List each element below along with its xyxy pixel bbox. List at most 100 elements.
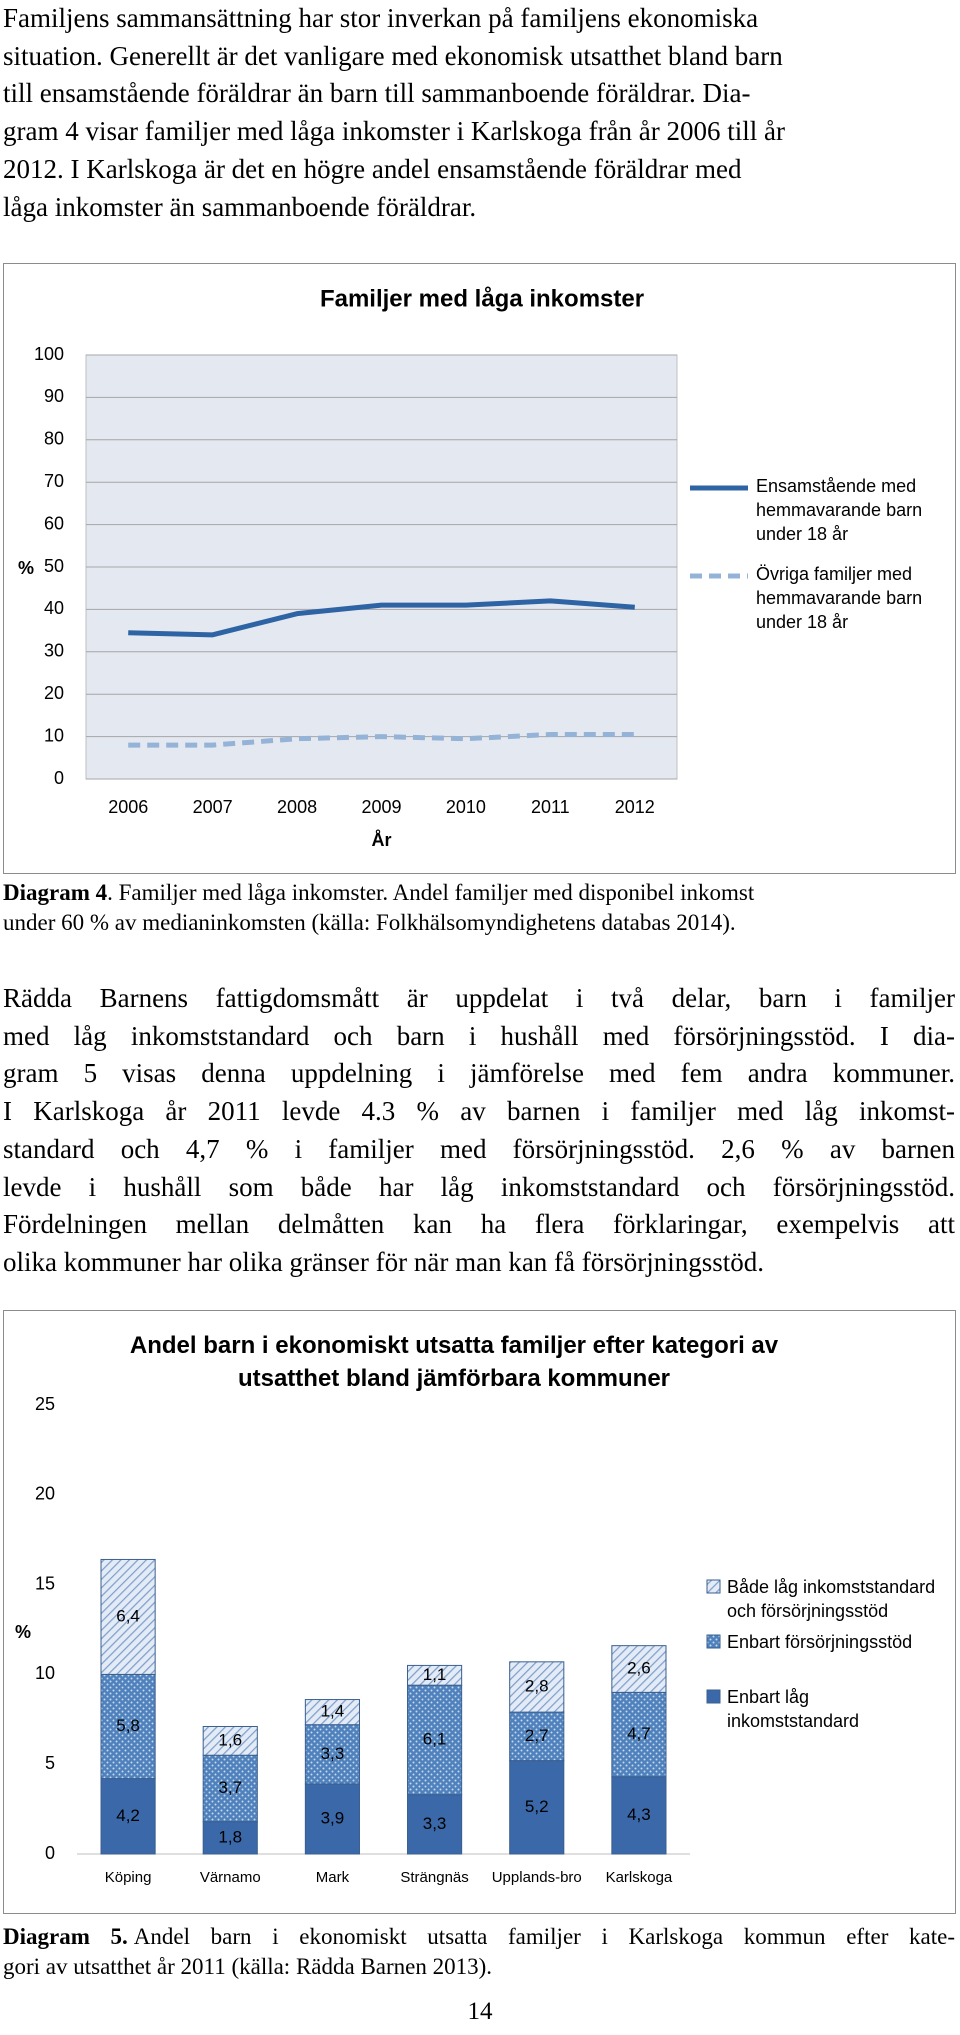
text-line: Familjens sammansättning har stor inverk…	[3, 3, 759, 33]
bar-segment	[509, 1661, 565, 1713]
y-tick-label: 0	[45, 1843, 55, 1863]
bar-segment	[304, 1724, 360, 1785]
x-tick-label: 2010	[446, 797, 486, 817]
chart-svg: Familjer med låga inkomster 0 10 20 30 40 50 60…	[18, 285, 748, 850]
bar-segment	[611, 1776, 667, 1855]
legend-swatch	[706, 1634, 721, 1649]
data-label: 3,9	[321, 1808, 345, 1827]
caption-line: Diagram 4. Familjer med låga inkomster. …	[3, 878, 955, 908]
bar-segment	[509, 1711, 565, 1762]
chart: 0 5 10 15 20 25% 4,2 1,8 3,9 3,3 5,2 4,3 5,8 3,7 3,3 6,…	[3, 1310, 956, 1914]
y-tick-label: 5	[45, 1753, 55, 1773]
y-tick-label: 80	[44, 429, 64, 449]
x-tick-label: 2007	[193, 797, 233, 817]
y-axis-label: %	[18, 558, 34, 578]
bar-segment	[100, 1673, 156, 1780]
x-tick-label: 2011	[531, 797, 570, 817]
caption-line: Diagram 5. Andel barn i ekonomiskt utsatt…	[3, 1922, 955, 1952]
bar-segment	[611, 1645, 667, 1693]
data-label: 3,3	[321, 1744, 345, 1763]
y-tick-label: 70	[44, 471, 64, 491]
data-label: 1,8	[218, 1827, 242, 1846]
legend-label: Övriga familjer med hemmavarande barn un…	[756, 564, 923, 632]
data-label: 1,4	[321, 1702, 345, 1721]
text-line: till ensamstående föräldrar än barn till…	[3, 78, 751, 109]
data-label: 2,6	[627, 1658, 651, 1677]
chart: Familjer med låga inkomster 0 10 20 30 40 50 60…	[3, 263, 956, 874]
bar-segment	[407, 1664, 463, 1686]
bar-segment	[407, 1794, 463, 1855]
text-line: levde i hushåll som både har låg inkomst…	[3, 1171, 955, 1202]
text-line: Rädda Barnens fattigdomsmått är uppdelat…	[3, 983, 955, 1013]
legend-label: Enbart låg inkomststandard	[727, 1687, 860, 1731]
y-tick-label: 20	[35, 1484, 55, 1504]
chart-title: Andel barn i ekonomiskt utsatta familjer…	[129, 1332, 779, 1392]
text-line: 2012. I Karlskoga är det en högre andel …	[3, 153, 742, 184]
caption: Diagram 4. Familjer med låga inkomster. …	[3, 878, 955, 938]
x-tick-label: Köping	[105, 1869, 152, 1886]
bar-segment	[202, 1725, 258, 1756]
text-line: situation. Generellt är det vanligare me…	[3, 40, 783, 71]
x-tick-label: 2012	[615, 797, 655, 817]
y-tick-label: 0	[54, 768, 64, 788]
data-label: 1,1	[423, 1665, 447, 1684]
x-tick-label: 2009	[361, 797, 401, 817]
y-tick-label: 10	[35, 1663, 55, 1683]
y-tick-label: 20	[44, 683, 64, 703]
bar-segment	[100, 1558, 156, 1675]
caption-text: Andel barn i ekonomiskt utsatta familjer…	[133, 1924, 955, 1949]
text-line: olika kommuner har olika gränser för när…	[3, 1246, 765, 1277]
data-label: 3,7	[218, 1778, 242, 1797]
text-line: gram 5 visas denna uppdelning i jämförel…	[3, 1058, 955, 1089]
y-tick-label: 30	[44, 641, 64, 661]
x-tick-label: Upplands-bro	[492, 1869, 582, 1886]
chart-svg: 0 5 10 15 20 25% 4,2 1,8 3,9 3,3 5,2 4,3 5,8 3,7 3,3 6,…	[15, 1394, 721, 1886]
legend-swatch	[706, 1689, 721, 1704]
x-tick-label: Värnamo	[200, 1869, 261, 1886]
y-tick-label: 100	[34, 344, 64, 364]
paragraph: Rädda Barnens fattigdomsmått är uppdelat…	[3, 980, 955, 1282]
y-tick-label: 50	[44, 556, 64, 576]
x-tick-label: Mark	[316, 1869, 350, 1886]
caption-label: Diagram 4	[3, 880, 108, 905]
bar-segment	[611, 1691, 667, 1778]
caption-line: under 60 % av medianinkomsten (källa: Fo…	[3, 908, 955, 938]
data-label: 5,2	[525, 1797, 549, 1816]
data-label: 6,4	[116, 1606, 140, 1625]
y-tick-label: 90	[44, 386, 64, 406]
data-label: 2,8	[525, 1676, 549, 1695]
text-line: låga inkomster än sammanboende föräldrar…	[3, 191, 477, 222]
paragraph: Familjens sammansättning har stor inverk…	[3, 0, 955, 226]
text-line: Fördelningen mellan delmåtten kan ha fle…	[3, 1209, 955, 1240]
y-tick-label: 40	[44, 598, 64, 618]
caption-text: under 60 % av medianinkomsten (källa: Fo…	[3, 910, 736, 935]
caption: Diagram 5. Andel barn i ekonomiskt utsatt…	[3, 1922, 955, 1982]
x-tick-label: Karlskoga	[606, 1869, 673, 1886]
legend-label: Både låg inkomststandard och försörjning…	[727, 1577, 936, 1621]
y-axis-label: %	[15, 1622, 31, 1642]
caption-label: Diagram 5.	[3, 1924, 128, 1949]
data-label: 4,2	[116, 1806, 140, 1825]
text-line: I Karlskoga år 2011 levde 4.3 % av barne…	[3, 1096, 955, 1127]
bar-segment	[407, 1684, 463, 1796]
chart-title: Familjer med låga inkomster	[320, 285, 644, 312]
text-line: gram 4 visar familjer med låga inkomster…	[3, 116, 785, 147]
x-tick-label: Strängnäs	[400, 1869, 468, 1886]
x-tick-label: 2008	[277, 797, 317, 817]
y-tick-label: 15	[35, 1573, 55, 1593]
series-line	[128, 731, 635, 748]
y-tick-label: 10	[44, 725, 64, 745]
text-line: standard och 4,7 % i familjer med försör…	[3, 1133, 955, 1164]
legend-label: Ensamstående med hemmavarande barn under…	[756, 476, 923, 544]
bar-segment	[304, 1783, 360, 1855]
legend-swatch	[706, 1579, 721, 1594]
caption-text: . Familjer med låga inkomster. Andel fam…	[107, 880, 755, 905]
data-label: 2,7	[525, 1726, 549, 1745]
x-axis-label: År	[371, 830, 391, 850]
data-label: 4,7	[627, 1724, 651, 1743]
data-label: 4,3	[627, 1805, 651, 1824]
data-label: 3,3	[423, 1814, 447, 1833]
bar-segment	[202, 1754, 258, 1823]
page-number: 14	[467, 1998, 493, 2025]
